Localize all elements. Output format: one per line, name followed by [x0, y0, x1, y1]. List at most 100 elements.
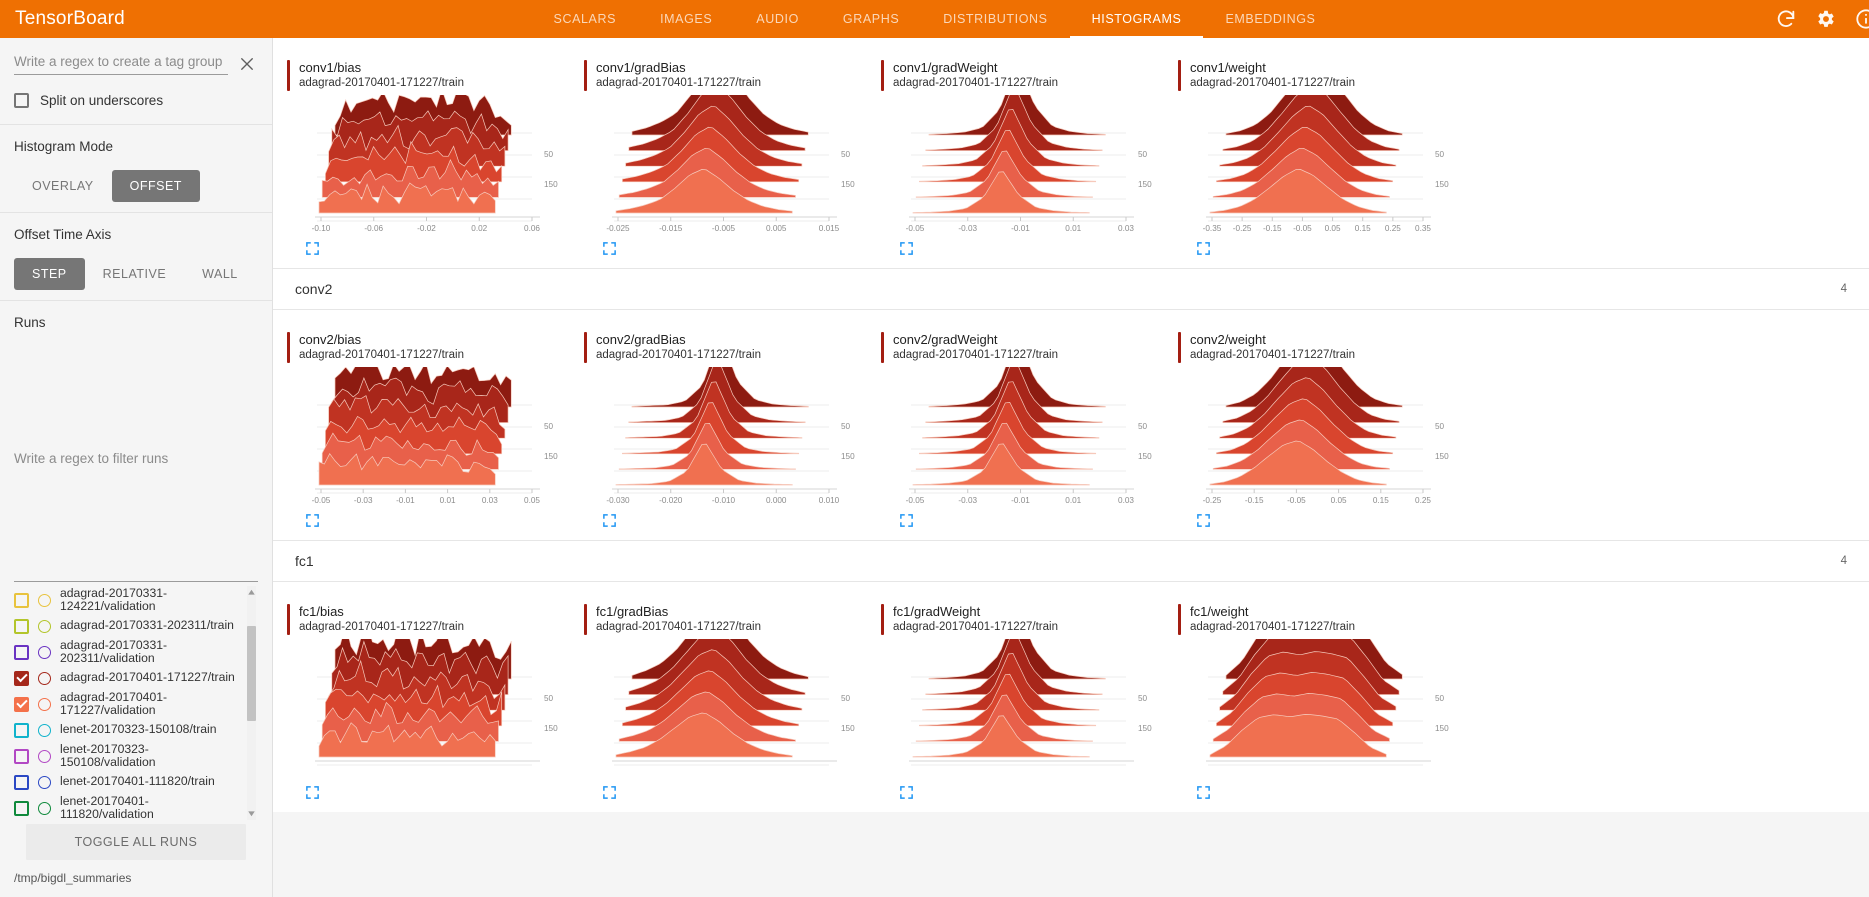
- tab-distributions[interactable]: DISTRIBUTIONS: [943, 12, 1048, 26]
- expand-chart-icon[interactable]: [899, 785, 914, 800]
- run-item[interactable]: lenet-20170323-150108/train: [14, 719, 242, 742]
- expand-chart-icon[interactable]: [899, 513, 914, 528]
- histogram-mode-overlay-button[interactable]: OVERLAY: [14, 170, 112, 202]
- tab-audio[interactable]: AUDIO: [756, 12, 799, 26]
- histogram-card[interactable]: conv1/bias adagrad-20170401-171227/train -…: [287, 60, 570, 256]
- plot-container[interactable]: -0.030 -0.020 -0.010 0.000 0.010 50 150: [584, 367, 867, 507]
- plot-container[interactable]: 50 150: [881, 639, 1164, 779]
- run-item[interactable]: lenet-20170401-111820/train: [14, 771, 242, 794]
- expand-chart-icon[interactable]: [305, 785, 320, 800]
- tab-graphs[interactable]: GRAPHS: [842, 12, 900, 26]
- run-checkbox[interactable]: [14, 592, 29, 608]
- run-color-swatch[interactable]: [38, 801, 51, 815]
- histogram-card[interactable]: conv2/weight adagrad-20170401-171227/trai…: [1178, 332, 1461, 528]
- plot-container[interactable]: 50 150: [584, 639, 867, 779]
- plot-container[interactable]: -0.025 -0.015 -0.005 0.005 0.015 50 150: [584, 95, 867, 235]
- histogram-plot[interactable]: -0.35 -0.25 -0.15 -0.05 0.05 0.15 0.25 0.35 50 15…: [1178, 95, 1461, 235]
- histogram-plot[interactable]: 50 150: [584, 639, 867, 779]
- charts-area[interactable]: conv1/bias adagrad-20170401-171227/train -…: [273, 38, 1869, 897]
- histogram-card[interactable]: conv1/weight adagrad-20170401-171227/trai…: [1178, 60, 1461, 256]
- toggle-all-runs-button[interactable]: TOGGLE ALL RUNS: [26, 824, 246, 860]
- run-checkbox[interactable]: [14, 722, 29, 738]
- expand-chart-icon[interactable]: [305, 241, 320, 256]
- expand-chart-icon[interactable]: [1196, 785, 1211, 800]
- refresh-icon[interactable]: [1775, 8, 1797, 30]
- run-color-swatch[interactable]: [38, 593, 51, 607]
- histogram-plot[interactable]: 50 150: [881, 639, 1164, 779]
- run-checkbox[interactable]: [14, 670, 29, 686]
- histogram-card[interactable]: conv1/gradWeight adagrad-20170401-171227/…: [881, 60, 1164, 256]
- group-header-fc1[interactable]: fc1 4: [273, 540, 1869, 582]
- scroll-down-arrow-icon[interactable]: [245, 807, 258, 820]
- run-checkbox[interactable]: [14, 618, 29, 634]
- histogram-card[interactable]: conv1/gradBias adagrad-20170401-171227/tr…: [584, 60, 867, 256]
- plot-container[interactable]: -0.05 -0.03 -0.01 0.01 0.03 50 150: [881, 95, 1164, 235]
- runs-filter-input[interactable]: [14, 339, 258, 582]
- histogram-plot[interactable]: -0.05 -0.03 -0.01 0.01 0.03 50 150: [881, 95, 1164, 235]
- run-color-swatch[interactable]: [38, 671, 51, 685]
- tab-embeddings[interactable]: EMBEDDINGS: [1225, 12, 1316, 26]
- run-item[interactable]: adagrad-20170401-171227/validation: [14, 690, 242, 719]
- expand-chart-icon[interactable]: [899, 241, 914, 256]
- histogram-plot[interactable]: 50 150: [1178, 639, 1461, 779]
- scroll-up-arrow-icon[interactable]: [245, 586, 258, 599]
- expand-chart-icon[interactable]: [602, 241, 617, 256]
- runs-scrollbar-thumb[interactable]: [247, 625, 256, 721]
- histogram-plot[interactable]: -0.25 -0.15 -0.05 0.05 0.15 0.25 50 150: [1178, 367, 1461, 507]
- run-checkbox[interactable]: [14, 800, 29, 816]
- plot-container[interactable]: -0.35 -0.25 -0.15 -0.05 0.05 0.15 0.25 0.35 50 15…: [1178, 95, 1461, 235]
- expand-chart-icon[interactable]: [305, 513, 320, 528]
- plot-container[interactable]: -0.25 -0.15 -0.05 0.05 0.15 0.25 50 150: [1178, 367, 1461, 507]
- histogram-card[interactable]: fc1/weight adagrad-20170401-171227/train 5…: [1178, 604, 1461, 800]
- histogram-card[interactable]: fc1/bias adagrad-20170401-171227/train 50 1…: [287, 604, 570, 800]
- run-color-swatch[interactable]: [38, 697, 51, 711]
- plot-container[interactable]: 50 150: [1178, 639, 1461, 779]
- run-item[interactable]: adagrad-20170331-202311/validation: [14, 638, 242, 667]
- tag-group-regex-input[interactable]: [14, 52, 228, 75]
- expand-chart-icon[interactable]: [1196, 513, 1211, 528]
- run-color-swatch[interactable]: [38, 619, 51, 633]
- histogram-plot[interactable]: -0.05 -0.03 -0.01 0.01 0.03 50 150: [881, 367, 1164, 507]
- histogram-card[interactable]: conv2/gradBias adagrad-20170401-171227/tr…: [584, 332, 867, 528]
- histogram-plot[interactable]: -0.030 -0.020 -0.010 0.000 0.010 50 150: [584, 367, 867, 507]
- histogram-plot[interactable]: 50 150: [287, 639, 570, 779]
- run-item[interactable]: adagrad-20170331-202311/train: [14, 615, 242, 638]
- run-color-swatch[interactable]: [38, 723, 51, 737]
- close-icon[interactable]: [236, 53, 258, 75]
- run-color-swatch[interactable]: [38, 775, 51, 789]
- offset-time-axis-step-button[interactable]: STEP: [14, 258, 85, 290]
- run-checkbox[interactable]: [14, 774, 29, 790]
- offset-time-axis-relative-button[interactable]: RELATIVE: [85, 258, 185, 290]
- run-item[interactable]: adagrad-20170331-124221/validation: [14, 586, 242, 615]
- run-item[interactable]: adagrad-20170401-171227/train: [14, 667, 242, 690]
- tab-histograms[interactable]: HISTOGRAMS: [1069, 0, 1204, 38]
- split-on-underscores-checkbox[interactable]: [14, 93, 29, 108]
- tab-scalars[interactable]: SCALARS: [553, 12, 617, 26]
- histogram-card[interactable]: fc1/gradBias adagrad-20170401-171227/trai…: [584, 604, 867, 800]
- histogram-mode-offset-button[interactable]: OFFSET: [111, 170, 200, 202]
- info-icon[interactable]: [1855, 8, 1869, 30]
- expand-chart-icon[interactable]: [1196, 241, 1211, 256]
- run-color-swatch[interactable]: [38, 645, 51, 659]
- plot-container[interactable]: 50 150: [287, 639, 570, 779]
- run-item[interactable]: lenet-20170323-150108/validation: [14, 742, 242, 771]
- plot-container[interactable]: -0.10 -0.06 -0.02 0.02 0.06 50 150: [287, 95, 570, 235]
- split-on-underscores-row[interactable]: Split on underscores: [14, 93, 258, 108]
- tab-images[interactable]: IMAGES: [660, 12, 713, 26]
- run-checkbox[interactable]: [14, 748, 29, 764]
- histogram-plot[interactable]: -0.10 -0.06 -0.02 0.02 0.06 50 150: [287, 95, 570, 235]
- group-header-conv2[interactable]: conv2 4: [273, 268, 1869, 310]
- histogram-plot[interactable]: -0.025 -0.015 -0.005 0.005 0.015 50 150: [584, 95, 867, 235]
- histogram-card[interactable]: conv2/bias adagrad-20170401-171227/train -…: [287, 332, 570, 528]
- histogram-card[interactable]: fc1/gradWeight adagrad-20170401-171227/tr…: [881, 604, 1164, 800]
- run-item[interactable]: lenet-20170401-111820/validation: [14, 794, 242, 820]
- histogram-plot[interactable]: -0.05 -0.03 -0.01 0.01 0.03 0.05 50 150: [287, 367, 570, 507]
- offset-time-axis-wall-button[interactable]: WALL: [184, 258, 256, 290]
- histogram-card[interactable]: conv2/gradWeight adagrad-20170401-171227/…: [881, 332, 1164, 528]
- plot-container[interactable]: -0.05 -0.03 -0.01 0.01 0.03 0.05 50 150: [287, 367, 570, 507]
- run-checkbox[interactable]: [14, 644, 29, 660]
- expand-chart-icon[interactable]: [602, 513, 617, 528]
- plot-container[interactable]: -0.05 -0.03 -0.01 0.01 0.03 50 150: [881, 367, 1164, 507]
- run-checkbox[interactable]: [14, 696, 29, 712]
- settings-gear-icon[interactable]: [1815, 8, 1837, 30]
